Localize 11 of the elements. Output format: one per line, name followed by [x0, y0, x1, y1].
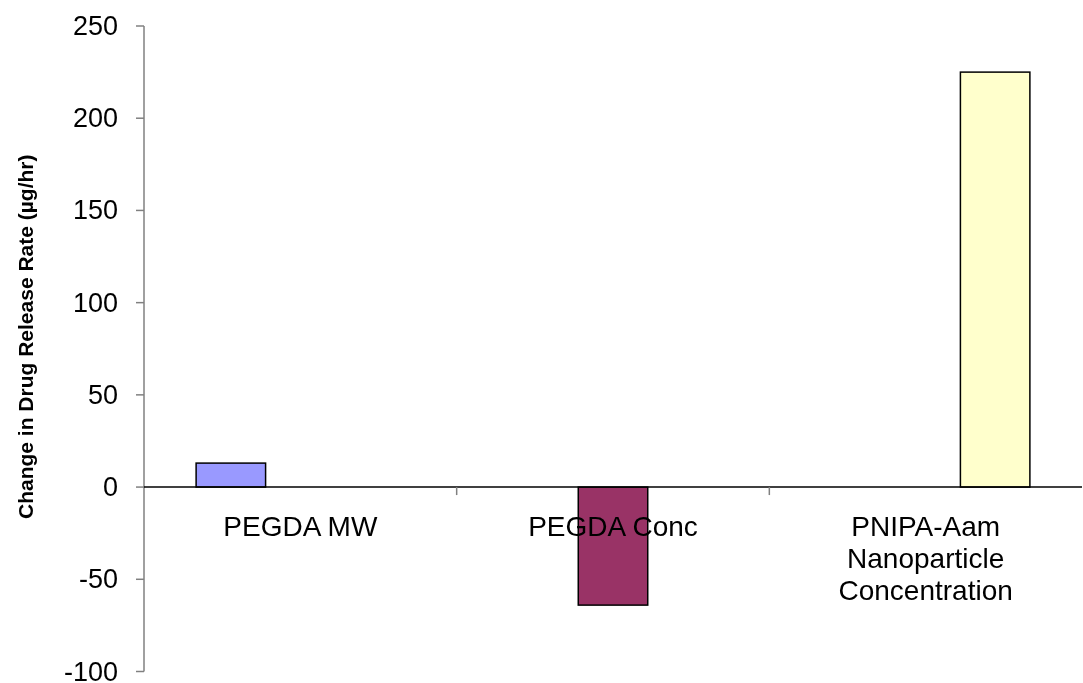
- y-tick-label: 0: [102, 472, 118, 503]
- y-tick-label: 50: [87, 379, 118, 410]
- y-axis-title: Change in Drug Release Rate (µg/hr): [14, 154, 37, 519]
- y-tick-label: 250: [72, 11, 118, 41]
- y-tick-label: -50: [78, 564, 118, 595]
- x-tick-label: PEGDA MW: [223, 511, 378, 543]
- y-tick-label: 150: [72, 195, 118, 226]
- y-tick-label: 100: [72, 287, 118, 318]
- y-tick-label: -100: [63, 656, 118, 683]
- y-tick-label: 200: [72, 103, 118, 134]
- x-tick-label: PNIPA-Aam Nanoparticle Concentration: [838, 511, 1013, 607]
